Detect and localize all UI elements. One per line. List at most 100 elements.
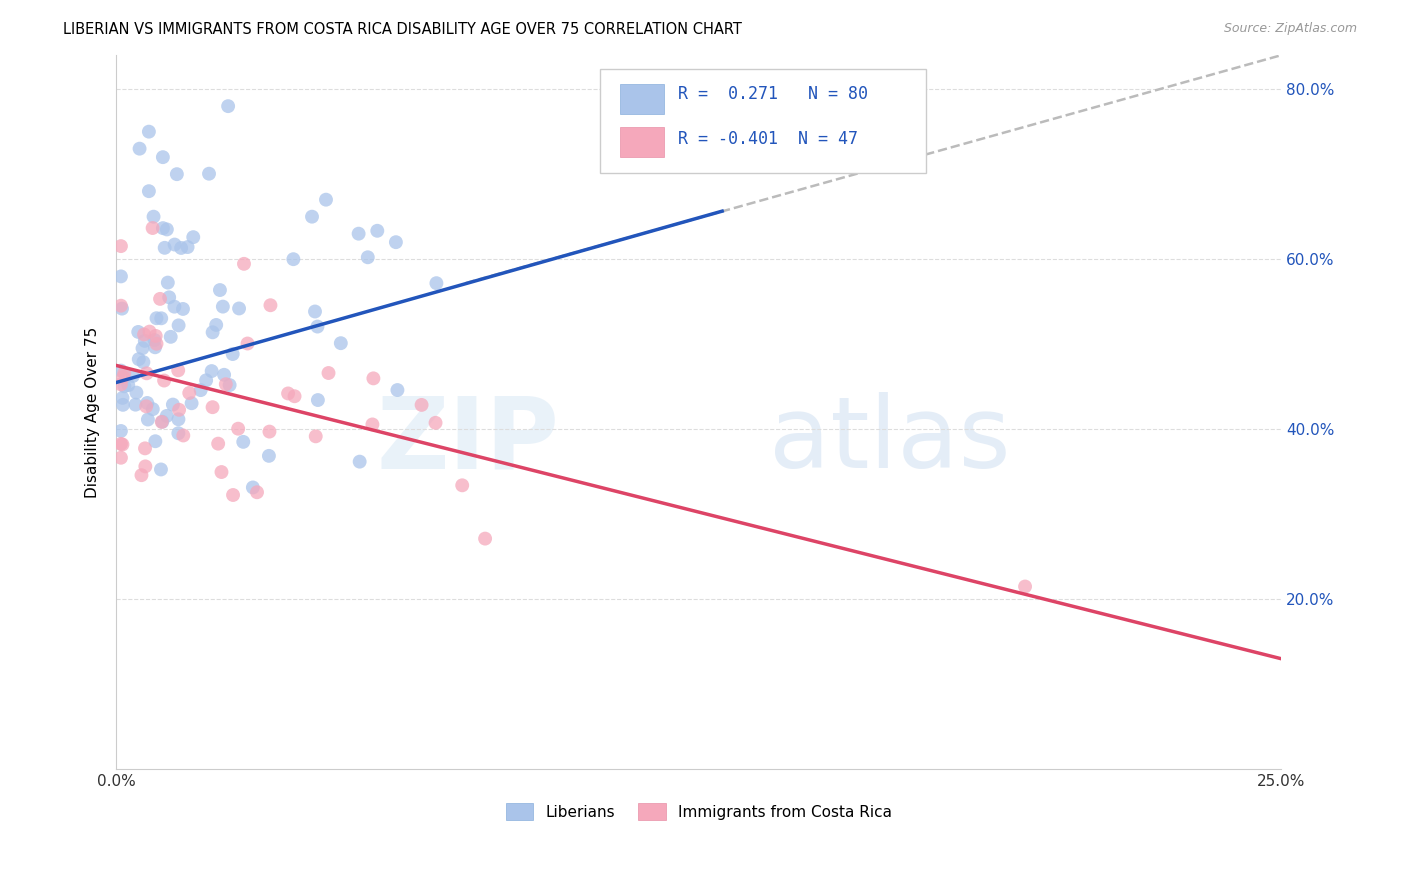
- Point: [131, 468, 153, 483]
- Point: [157, 290, 180, 304]
- Point: [301, 210, 323, 224]
- Point: [117, 378, 139, 392]
- Point: [211, 465, 233, 479]
- Point: [217, 99, 239, 113]
- Point: [110, 437, 132, 451]
- Point: [150, 415, 173, 429]
- Point: [233, 257, 256, 271]
- Point: [132, 355, 155, 369]
- Point: [222, 347, 245, 361]
- Point: [163, 237, 186, 252]
- Point: [318, 366, 340, 380]
- Point: [150, 311, 173, 326]
- Point: [145, 311, 167, 326]
- Point: [226, 422, 249, 436]
- Point: [167, 318, 190, 333]
- Point: [212, 300, 235, 314]
- Point: [131, 341, 153, 355]
- Point: [190, 383, 212, 397]
- Point: [156, 409, 179, 423]
- Point: [134, 334, 156, 348]
- Point: [363, 371, 385, 385]
- Point: [329, 336, 352, 351]
- Point: [143, 333, 166, 347]
- Point: [150, 415, 173, 429]
- Point: [411, 398, 433, 412]
- FancyBboxPatch shape: [620, 85, 664, 114]
- Point: [195, 373, 218, 387]
- Point: [138, 125, 160, 139]
- Point: [1014, 580, 1036, 594]
- Point: [159, 330, 181, 344]
- Point: [112, 366, 135, 380]
- Point: [347, 227, 370, 241]
- Point: [201, 326, 224, 340]
- Point: [218, 378, 240, 392]
- Point: [284, 389, 307, 403]
- Point: [112, 379, 135, 393]
- Point: [138, 325, 160, 339]
- Point: [232, 434, 254, 449]
- Point: [361, 417, 384, 432]
- Point: [162, 398, 184, 412]
- Point: [242, 480, 264, 494]
- Point: [236, 336, 259, 351]
- Text: Source: ZipAtlas.com: Source: ZipAtlas.com: [1223, 22, 1357, 36]
- Point: [132, 327, 155, 342]
- Point: [167, 412, 190, 426]
- Point: [307, 319, 329, 334]
- Text: ZIP: ZIP: [377, 392, 560, 490]
- Text: R = -0.401  N = 47: R = -0.401 N = 47: [678, 129, 858, 148]
- Point: [156, 276, 179, 290]
- Point: [142, 210, 165, 224]
- Point: [163, 300, 186, 314]
- Point: [167, 426, 190, 441]
- Point: [153, 374, 176, 388]
- Point: [110, 363, 132, 377]
- Point: [307, 392, 329, 407]
- Point: [122, 368, 145, 383]
- Point: [135, 367, 157, 381]
- Y-axis label: Disability Age Over 75: Disability Age Over 75: [86, 326, 100, 498]
- Point: [180, 396, 202, 410]
- Point: [385, 235, 408, 250]
- Point: [111, 391, 134, 405]
- Point: [474, 532, 496, 546]
- Point: [145, 329, 167, 343]
- Point: [149, 462, 172, 476]
- Point: [156, 222, 179, 236]
- Point: [425, 276, 447, 290]
- Point: [111, 301, 134, 316]
- Point: [128, 352, 150, 367]
- Point: [198, 167, 221, 181]
- Point: [143, 340, 166, 354]
- Point: [167, 363, 190, 377]
- Point: [201, 364, 224, 378]
- Point: [110, 424, 132, 438]
- Point: [152, 221, 174, 235]
- Point: [451, 478, 474, 492]
- Point: [283, 252, 305, 267]
- Point: [315, 193, 337, 207]
- Point: [170, 241, 193, 255]
- Point: [259, 425, 281, 439]
- Point: [215, 377, 238, 392]
- Point: [172, 428, 194, 442]
- Point: [207, 436, 229, 450]
- Point: [152, 150, 174, 164]
- Point: [110, 299, 132, 313]
- Point: [349, 455, 371, 469]
- FancyBboxPatch shape: [600, 70, 927, 173]
- Point: [176, 240, 198, 254]
- Point: [366, 224, 388, 238]
- Point: [110, 450, 132, 465]
- Point: [357, 250, 380, 264]
- Point: [172, 301, 194, 316]
- Point: [149, 292, 172, 306]
- Point: [305, 429, 328, 443]
- Point: [257, 449, 280, 463]
- Point: [259, 298, 281, 312]
- Point: [111, 437, 134, 451]
- Point: [136, 412, 159, 426]
- Point: [142, 402, 165, 417]
